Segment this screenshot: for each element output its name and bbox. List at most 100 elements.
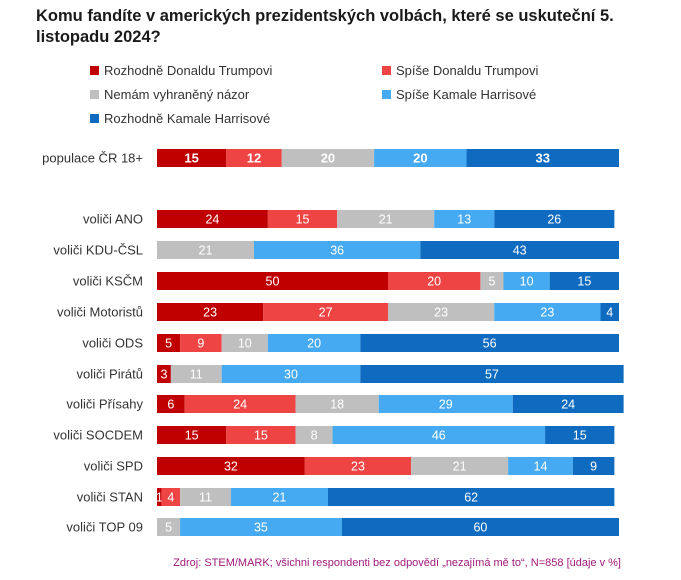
category-label: voliči TOP 09 [66, 520, 143, 535]
data-label: 23 [203, 306, 217, 320]
data-label: 3 [160, 368, 167, 382]
bar-segment [161, 488, 181, 506]
legend-label: Rozhodně Kamale Harrisové [104, 111, 271, 126]
data-label: 15 [296, 213, 310, 227]
data-label: 29 [439, 398, 453, 412]
bar-segment [157, 303, 264, 321]
bar-segment [226, 149, 282, 167]
bar-segment [508, 457, 573, 475]
category-label: voliči STAN [77, 490, 143, 505]
data-label: 21 [272, 491, 286, 505]
bar-segment [180, 488, 231, 506]
category-label: voliči SOCDEM [53, 428, 143, 443]
data-label: 21 [199, 244, 213, 258]
bar-segment [332, 426, 546, 444]
bar-segment [503, 272, 550, 290]
data-label: 4 [606, 306, 613, 320]
bar-segment [157, 334, 181, 352]
legend-label: Rozhodně Donaldu Trumpovi [104, 63, 273, 78]
category-label: voliči KSČM [73, 274, 143, 289]
bar-segment [281, 149, 375, 167]
bar-segment [226, 426, 296, 444]
data-label: 35 [254, 521, 268, 535]
bar-segment [184, 395, 296, 413]
data-label: 14 [534, 460, 548, 474]
data-label: 9 [197, 337, 204, 351]
data-label: 20 [307, 337, 321, 351]
data-label: 15 [254, 429, 268, 443]
category-label: voliči Motoristů [57, 305, 143, 320]
data-label: 21 [379, 213, 393, 227]
category-label: voliči SPD [84, 459, 143, 474]
data-label: 32 [224, 460, 238, 474]
data-label: 15 [185, 429, 199, 443]
data-label: 11 [190, 368, 203, 382]
bar-segment [157, 241, 255, 259]
data-label: 15 [573, 429, 587, 443]
data-label: 23 [540, 306, 554, 320]
legend-swatch [90, 90, 99, 99]
data-label: 56 [483, 337, 497, 351]
data-label: 15 [184, 151, 198, 166]
data-label: 30 [284, 368, 298, 382]
data-label: 21 [453, 460, 467, 474]
bar-segment [157, 518, 181, 536]
bar-segment [434, 210, 495, 228]
bar-segment [494, 210, 615, 228]
data-label: 23 [434, 306, 448, 320]
legend-swatch [382, 66, 391, 75]
category-label: voliči Pirátů [77, 367, 143, 382]
bar-segment [254, 241, 421, 259]
data-label: 1 [156, 491, 163, 505]
data-label: 60 [473, 521, 487, 535]
data-label: 62 [464, 491, 478, 505]
bar-segment [337, 210, 435, 228]
bar-segment [180, 518, 342, 536]
legend-swatch [90, 114, 99, 123]
bar-segment [157, 426, 227, 444]
bar-segment [420, 241, 619, 259]
data-label: 8 [311, 429, 318, 443]
bar-segment [466, 149, 619, 167]
data-label: 5 [488, 275, 495, 289]
chart-title: Komu fandíte v amerických prezidentských… [36, 7, 614, 46]
bar-segment [360, 334, 619, 352]
bar-segment [374, 149, 467, 167]
legend-item: Rozhodně Kamale Harrisové [90, 111, 270, 126]
data-label: 43 [513, 244, 527, 258]
data-label: 27 [319, 306, 333, 320]
bar-segment [545, 426, 615, 444]
bar-segment [157, 149, 227, 167]
data-label: 20 [321, 151, 335, 166]
data-label: 33 [536, 151, 550, 166]
legend-item: Rozhodně Donaldu Trumpovi [90, 63, 272, 78]
bar-segment [221, 334, 268, 352]
data-label: 10 [238, 337, 252, 351]
bar-segment [180, 334, 222, 352]
data-label: 5 [165, 337, 172, 351]
data-label: 26 [547, 213, 561, 227]
legend-item: Spíše Kamale Harrisové [382, 87, 536, 102]
category-label: voliči Přísahy [66, 397, 143, 412]
bar-segment [157, 272, 388, 290]
data-label: 18 [330, 398, 344, 412]
bar-segment [378, 395, 513, 413]
category-label: voliči ODS [82, 336, 143, 351]
bar-segment [157, 365, 171, 383]
data-label: 46 [432, 429, 446, 443]
bar-segment [267, 210, 338, 228]
legend-swatch [90, 66, 99, 75]
data-label: 4 [167, 491, 174, 505]
category-label: voliči ANO [83, 212, 143, 227]
bar-segment [157, 488, 162, 506]
data-label: 11 [199, 491, 212, 505]
legend-item: Spíše Donaldu Trumpovi [382, 63, 538, 78]
bar-segment [600, 303, 619, 321]
bar-segment [480, 272, 504, 290]
data-label: 9 [590, 460, 597, 474]
bar-segment [267, 334, 361, 352]
bar-segment [221, 365, 361, 383]
bar-segment [360, 365, 624, 383]
bar-segment [263, 303, 388, 321]
